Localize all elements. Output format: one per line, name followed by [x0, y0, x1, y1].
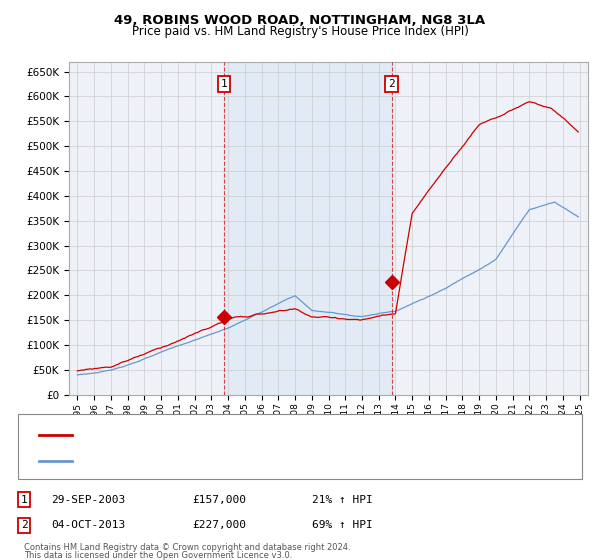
- Text: 49, ROBINS WOOD ROAD, NOTTINGHAM, NG8 3LA (detached house): 49, ROBINS WOOD ROAD, NOTTINGHAM, NG8 3L…: [79, 430, 435, 440]
- Text: 2: 2: [388, 79, 395, 89]
- Text: £157,000: £157,000: [192, 494, 246, 505]
- Text: Contains HM Land Registry data © Crown copyright and database right 2024.: Contains HM Land Registry data © Crown c…: [24, 543, 350, 552]
- Text: 49, ROBINS WOOD ROAD, NOTTINGHAM, NG8 3LA: 49, ROBINS WOOD ROAD, NOTTINGHAM, NG8 3L…: [115, 14, 485, 27]
- Text: 29-SEP-2003: 29-SEP-2003: [51, 494, 125, 505]
- Text: 21% ↑ HPI: 21% ↑ HPI: [312, 494, 373, 505]
- Text: Price paid vs. HM Land Registry's House Price Index (HPI): Price paid vs. HM Land Registry's House …: [131, 25, 469, 38]
- Text: 2: 2: [20, 520, 28, 530]
- Text: 04-OCT-2013: 04-OCT-2013: [51, 520, 125, 530]
- Text: 1: 1: [220, 79, 227, 89]
- Bar: [224, 62, 392, 395]
- Text: £227,000: £227,000: [192, 520, 246, 530]
- Text: HPI: Average price, detached house, City of Nottingham: HPI: Average price, detached house, City…: [79, 456, 371, 466]
- Text: This data is licensed under the Open Government Licence v3.0.: This data is licensed under the Open Gov…: [24, 551, 292, 560]
- Text: 69% ↑ HPI: 69% ↑ HPI: [312, 520, 373, 530]
- Text: 1: 1: [20, 494, 28, 505]
